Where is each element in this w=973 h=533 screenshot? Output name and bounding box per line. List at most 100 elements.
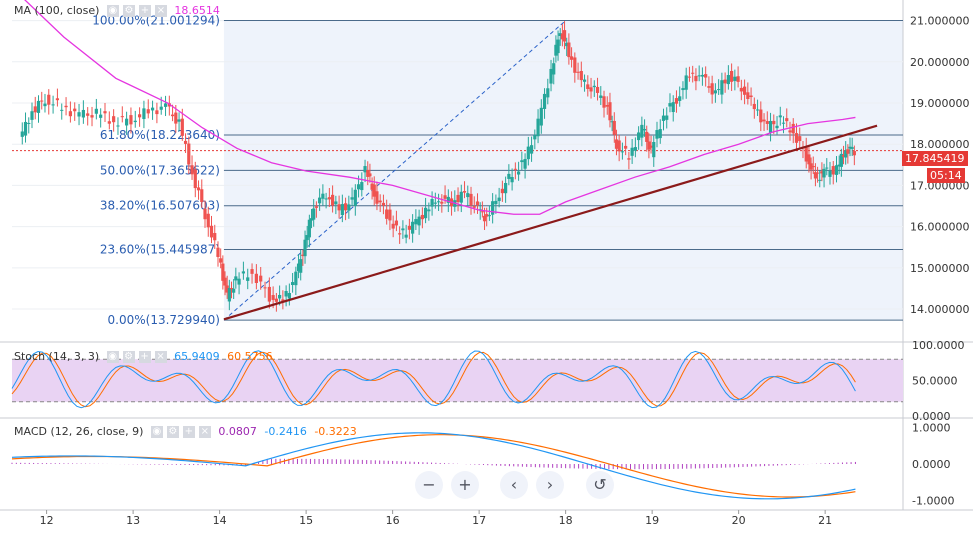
candle — [299, 259, 303, 273]
candle — [665, 115, 669, 120]
macd-hist-value: 0.0807 — [218, 425, 257, 438]
candle — [284, 291, 288, 297]
candle — [586, 84, 590, 89]
close-icon[interactable]: × — [154, 5, 167, 17]
candle — [193, 169, 197, 189]
candle — [216, 247, 220, 257]
candle — [739, 87, 743, 92]
stoch-tick-label: 50.0000 — [912, 375, 958, 388]
candle — [565, 42, 569, 47]
fib-label: 23.60%(15.445987) — [100, 242, 220, 256]
candle — [798, 136, 802, 142]
candle — [704, 74, 708, 78]
candle — [592, 85, 596, 88]
candle — [752, 103, 756, 110]
gear-icon[interactable]: ⚙ — [122, 351, 135, 363]
candle — [94, 108, 98, 114]
fib-label: 50.00%(17.365622) — [100, 163, 220, 177]
scroll-left-button[interactable]: ‹ — [500, 471, 528, 499]
candle — [170, 114, 175, 117]
candle — [599, 95, 603, 98]
candle — [822, 168, 826, 178]
candle — [99, 114, 103, 118]
eye-icon[interactable]: ◉ — [106, 351, 119, 363]
candle — [746, 92, 750, 100]
candle — [427, 209, 431, 212]
candle — [549, 68, 553, 84]
gear-icon[interactable]: ⚙ — [122, 5, 135, 17]
candle — [183, 140, 188, 144]
candle — [755, 109, 760, 111]
candle — [398, 233, 402, 235]
candle — [33, 106, 37, 113]
candle — [303, 239, 307, 257]
candle — [234, 276, 238, 281]
candle — [765, 121, 769, 124]
candle — [579, 70, 583, 81]
candle — [630, 147, 634, 156]
candle — [443, 195, 447, 199]
candle — [633, 147, 637, 151]
candle — [241, 271, 246, 274]
close-icon[interactable]: × — [198, 426, 211, 438]
candle — [815, 172, 820, 174]
candle — [381, 202, 386, 206]
candle — [658, 129, 662, 139]
candle — [749, 95, 753, 98]
candle — [385, 209, 389, 219]
stoch-k-value: 65.9409 — [174, 350, 220, 363]
candle — [510, 177, 514, 183]
candle — [43, 103, 47, 107]
candle — [820, 171, 824, 174]
candle — [554, 44, 558, 56]
candle — [309, 218, 314, 221]
candle — [681, 88, 685, 91]
y-tick-label: 19.000000 — [910, 97, 970, 110]
candle — [417, 216, 421, 226]
candle — [343, 203, 348, 211]
candle — [640, 124, 644, 138]
scroll-right-button[interactable]: › — [536, 471, 564, 499]
candle — [331, 194, 335, 206]
candle — [730, 70, 734, 82]
candle — [51, 104, 55, 106]
zoom-in-button[interactable]: + — [451, 471, 479, 499]
stoch-d-value: 60.5756 — [227, 350, 273, 363]
candle — [694, 75, 698, 82]
candle — [213, 232, 217, 241]
candle — [831, 166, 835, 175]
candle — [542, 93, 547, 109]
candle — [404, 234, 408, 238]
candle — [475, 201, 480, 206]
reset-chart-button[interactable]: ↺ — [586, 471, 614, 499]
candle — [129, 115, 133, 125]
candle — [469, 193, 473, 206]
candle — [691, 72, 695, 74]
candle — [196, 187, 201, 191]
candle — [624, 145, 628, 149]
candle — [137, 114, 142, 118]
candle — [612, 120, 616, 135]
candle — [852, 151, 856, 156]
add-icon[interactable]: + — [182, 426, 195, 438]
add-icon[interactable]: + — [138, 351, 151, 363]
candle — [529, 145, 534, 154]
stoch-band — [12, 359, 903, 402]
candle — [507, 173, 511, 179]
candle — [687, 76, 692, 78]
candle — [839, 153, 843, 167]
close-icon[interactable]: × — [154, 351, 167, 363]
eye-icon[interactable]: ◉ — [106, 5, 119, 17]
eye-icon[interactable]: ◉ — [150, 426, 163, 438]
candle — [411, 221, 415, 234]
gear-icon[interactable]: ⚙ — [166, 426, 179, 438]
candle — [86, 113, 90, 116]
x-tick-label: 20 — [732, 514, 746, 527]
candle — [717, 89, 721, 91]
candle — [107, 121, 111, 124]
candle — [203, 208, 207, 220]
add-icon[interactable]: + — [138, 5, 151, 17]
zoom-out-button[interactable]: − — [415, 471, 443, 499]
candle — [116, 125, 120, 127]
